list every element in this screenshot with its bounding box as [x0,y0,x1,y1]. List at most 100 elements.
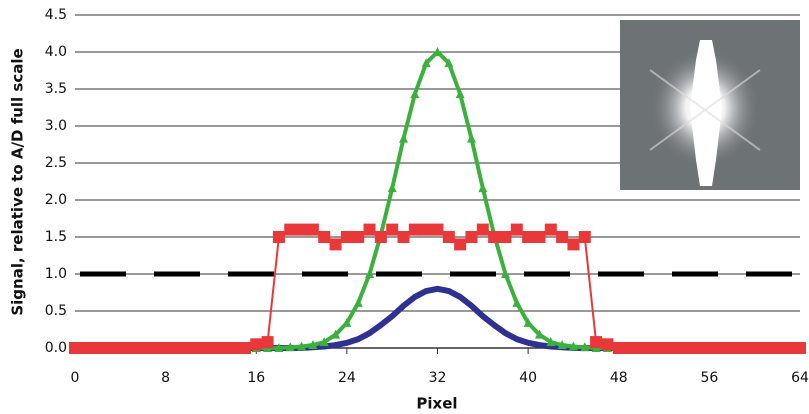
square-marker [216,342,229,354]
series-line [75,285,800,351]
y-tick-label: 3.0 [45,118,67,134]
square-marker [204,342,217,354]
x-tick-label: 8 [161,370,170,386]
triangle-marker [274,343,284,352]
y-axis-label: Signal, relative to A/D full scale [9,48,27,315]
square-marker [193,342,206,354]
y-tick-label: 2.5 [45,155,67,171]
square-marker [726,342,739,354]
square-marker [125,342,138,354]
square-marker [250,338,263,351]
square-marker [714,342,727,354]
square-marker [136,342,149,354]
y-tick-label: 2.0 [45,192,67,208]
triangle-marker [455,89,465,99]
square-marker [601,338,614,351]
square-marker [669,342,682,354]
square-marker [159,342,172,354]
square-marker [578,231,591,243]
square-marker [91,342,104,354]
x-tick-label: 32 [429,370,447,386]
x-tick-label: 40 [519,370,537,386]
square-marker [261,336,274,349]
y-tick-label: 1.5 [45,229,67,245]
square-marker [760,342,773,354]
x-tick-label: 48 [610,370,628,386]
square-marker [80,342,93,354]
triangle-marker [500,269,510,278]
square-marker [612,342,625,354]
square-marker [465,231,478,243]
triangle-marker [557,340,567,350]
square-marker [488,231,501,243]
square-marker [227,342,240,354]
y-tick-label: 4.5 [45,7,67,23]
triangle-marker [534,329,544,339]
y-tick-label: 0.0 [45,340,67,356]
triangle-marker [466,133,476,143]
x-tick-label: 24 [338,370,356,386]
triangle-marker [331,329,341,339]
square-marker [284,223,297,236]
square-marker [182,342,195,354]
x-tick-label: 64 [791,370,809,386]
square-marker [567,238,580,251]
square-marker [533,231,546,243]
square-marker [510,223,523,236]
square-marker [782,342,795,354]
square-marker [794,342,806,354]
square-marker [771,342,784,354]
square-marker [69,342,81,354]
x-axis-label: Pixel [416,395,457,413]
square-marker [703,342,716,354]
triangle-marker [478,183,488,193]
triangle-marker [297,341,307,351]
square-marker [272,231,285,243]
triangle-marker [433,47,442,56]
square-marker [442,231,455,243]
square-marker [386,223,399,236]
square-marker [295,223,308,236]
square-marker [170,342,183,354]
inset-image [620,20,800,190]
square-marker [658,342,671,354]
square-marker [624,342,637,354]
square-marker [544,223,557,236]
square-marker [102,342,115,354]
x-tick-label: 16 [247,370,265,386]
triangle-marker [421,58,431,68]
triangle-marker [308,340,318,350]
square-marker [748,342,761,354]
x-tick-label: 0 [71,370,80,386]
square-marker [420,223,433,236]
triangle-marker [399,133,409,143]
square-marker [646,342,659,354]
y-tick-label: 1.0 [45,266,67,282]
square-marker [590,336,603,349]
square-marker [329,238,342,251]
square-marker [556,231,569,243]
square-marker [374,231,387,243]
triangle-marker [353,297,363,307]
square-marker [363,223,376,236]
triangle-marker [568,341,578,351]
square-marker [431,223,444,236]
y-tick-label: 3.5 [45,81,67,97]
triangle-marker [285,342,295,352]
square-marker [340,231,353,243]
square-marker [680,342,693,354]
triangle-marker [410,89,420,99]
triangle-marker [512,297,522,307]
triangle-marker [523,317,533,327]
triangle-marker [319,337,329,347]
square-marker [635,342,648,354]
triangle-marker [387,183,397,193]
square-marker [318,231,331,243]
square-marker [408,223,421,236]
square-marker [737,342,750,354]
triangle-marker [342,317,352,327]
square-marker [148,342,161,354]
square-marker [352,231,365,243]
triangle-marker [365,269,375,278]
